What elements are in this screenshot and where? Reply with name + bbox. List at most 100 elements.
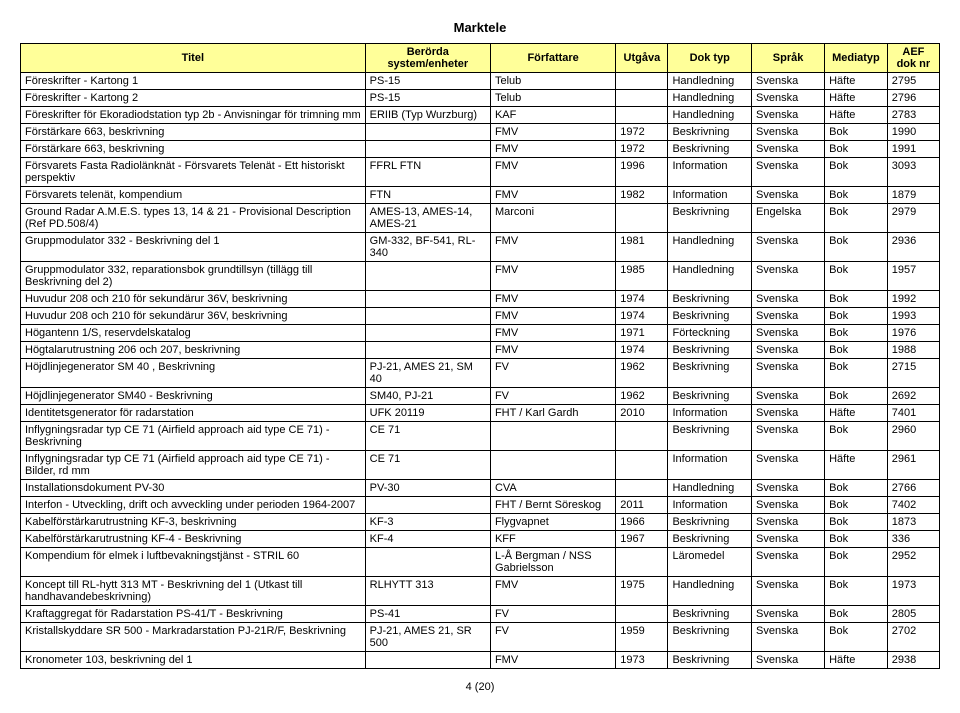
table-row: Förstärkare 663, beskrivningFMV1972Beskr… [21,124,940,141]
table-cell: KF-4 [365,531,490,548]
table-cell: Beskrivning [668,204,752,233]
table-cell: 2952 [887,548,939,577]
table-cell: Engelska [752,204,825,233]
table-cell [365,548,490,577]
table-cell: Beskrivning [668,124,752,141]
table-cell: Svenska [752,141,825,158]
table-cell [490,422,615,451]
table-cell: 1974 [616,342,668,359]
table-cell: Kraftaggregat för Radarstation PS-41/T -… [21,606,366,623]
table-cell: Bok [825,204,888,233]
table-cell: FMV [490,577,615,606]
table-cell: Beskrivning [668,606,752,623]
table-cell: FHT / Bernt Söreskog [490,497,615,514]
table-cell: Bok [825,480,888,497]
table-cell: 1972 [616,124,668,141]
table-cell: Huvudur 208 och 210 för sekundärur 36V, … [21,308,366,325]
table-cell: Telub [490,73,615,90]
table-cell: FMV [490,308,615,325]
table-cell: 1982 [616,187,668,204]
table-cell: Föreskrifter - Kartong 2 [21,90,366,107]
table-cell [365,497,490,514]
table-cell [365,325,490,342]
table-cell: Kronometer 103, beskrivning del 1 [21,652,366,669]
table-cell: Svenska [752,187,825,204]
table-cell: 1976 [887,325,939,342]
table-cell: 1991 [887,141,939,158]
table-cell: Beskrivning [668,623,752,652]
table-row: Föreskrifter - Kartong 2PS-15TelubHandle… [21,90,940,107]
table-row: Föreskrifter för Ekoradiodstation typ 2b… [21,107,940,124]
table-cell [365,291,490,308]
table-row: Installationsdokument PV-30PV-30CVAHandl… [21,480,940,497]
table-cell: Beskrivning [668,388,752,405]
table-cell: Inflygningsradar typ CE 71 (Airfield app… [21,451,366,480]
table-row: Förstärkare 663, beskrivningFMV1972Beskr… [21,141,940,158]
table-cell: Kabelförstärkarutrustning KF-4 - Beskriv… [21,531,366,548]
table-cell: 2702 [887,623,939,652]
table-cell: Bok [825,158,888,187]
table-row: Kabelförstärkarutrustning KF-4 - Beskriv… [21,531,940,548]
table-cell: Högantenn 1/S, reservdelskatalog [21,325,366,342]
table-cell: FV [490,359,615,388]
table-cell: Installationsdokument PV-30 [21,480,366,497]
table-cell: Beskrivning [668,422,752,451]
table-row: Ground Radar A.M.E.S. types 13, 14 & 21 … [21,204,940,233]
table-cell: 1975 [616,577,668,606]
table-cell: Bok [825,141,888,158]
table-cell: FMV [490,291,615,308]
table-cell: AMES-13, AMES-14, AMES-21 [365,204,490,233]
table-row: Kraftaggregat för Radarstation PS-41/T -… [21,606,940,623]
table-cell: Beskrivning [668,308,752,325]
table-cell: Svenska [752,497,825,514]
table-cell: 1973 [616,652,668,669]
table-cell: Identitetsgenerator för radarstation [21,405,366,422]
table-cell: 2960 [887,422,939,451]
table-cell: Häfte [825,451,888,480]
table-cell [616,451,668,480]
table-cell: Förstärkare 663, beskrivning [21,141,366,158]
table-cell: ERIIB (Typ Wurzburg) [365,107,490,124]
table-cell [616,73,668,90]
table-cell: Ground Radar A.M.E.S. types 13, 14 & 21 … [21,204,366,233]
table-cell: FMV [490,158,615,187]
table-cell: Svenska [752,325,825,342]
table-cell: 2783 [887,107,939,124]
table-cell: Bok [825,308,888,325]
table-cell: FV [490,606,615,623]
table-cell [616,548,668,577]
table-row: Kronometer 103, beskrivning del 1FMV1973… [21,652,940,669]
table-cell: Gruppmodulator 332, reparationsbok grund… [21,262,366,291]
table-cell: Försvarets telenät, kompendium [21,187,366,204]
table-cell: Försvarets Fasta Radiolänknät - Försvare… [21,158,366,187]
table-cell: CVA [490,480,615,497]
table-cell: Svenska [752,623,825,652]
table-cell: FMV [490,342,615,359]
table-cell [365,262,490,291]
table-row: Gruppmodulator 332, reparationsbok grund… [21,262,940,291]
table-cell: Marconi [490,204,615,233]
table-cell: Information [668,497,752,514]
table-cell: Svenska [752,531,825,548]
table-row: Högantenn 1/S, reservdelskatalogFMV1971F… [21,325,940,342]
table-cell: PV-30 [365,480,490,497]
table-cell: Bok [825,623,888,652]
table-row: Kristallskyddare SR 500 - Markradarstati… [21,623,940,652]
table-cell [616,606,668,623]
table-row: Föreskrifter - Kartong 1PS-15TelubHandle… [21,73,940,90]
table-cell: 1962 [616,388,668,405]
table-cell: 1981 [616,233,668,262]
table-cell: Svenska [752,577,825,606]
table-cell: Beskrivning [668,141,752,158]
table-cell: Bok [825,514,888,531]
table-cell: Svenska [752,359,825,388]
table-cell: Bok [825,422,888,451]
table-cell: KAF [490,107,615,124]
table-cell: 1974 [616,308,668,325]
table-cell [616,480,668,497]
table-cell: 2961 [887,451,939,480]
table-cell: Beskrivning [668,342,752,359]
table-cell: Information [668,405,752,422]
table-cell: FV [490,388,615,405]
table-cell: FMV [490,141,615,158]
